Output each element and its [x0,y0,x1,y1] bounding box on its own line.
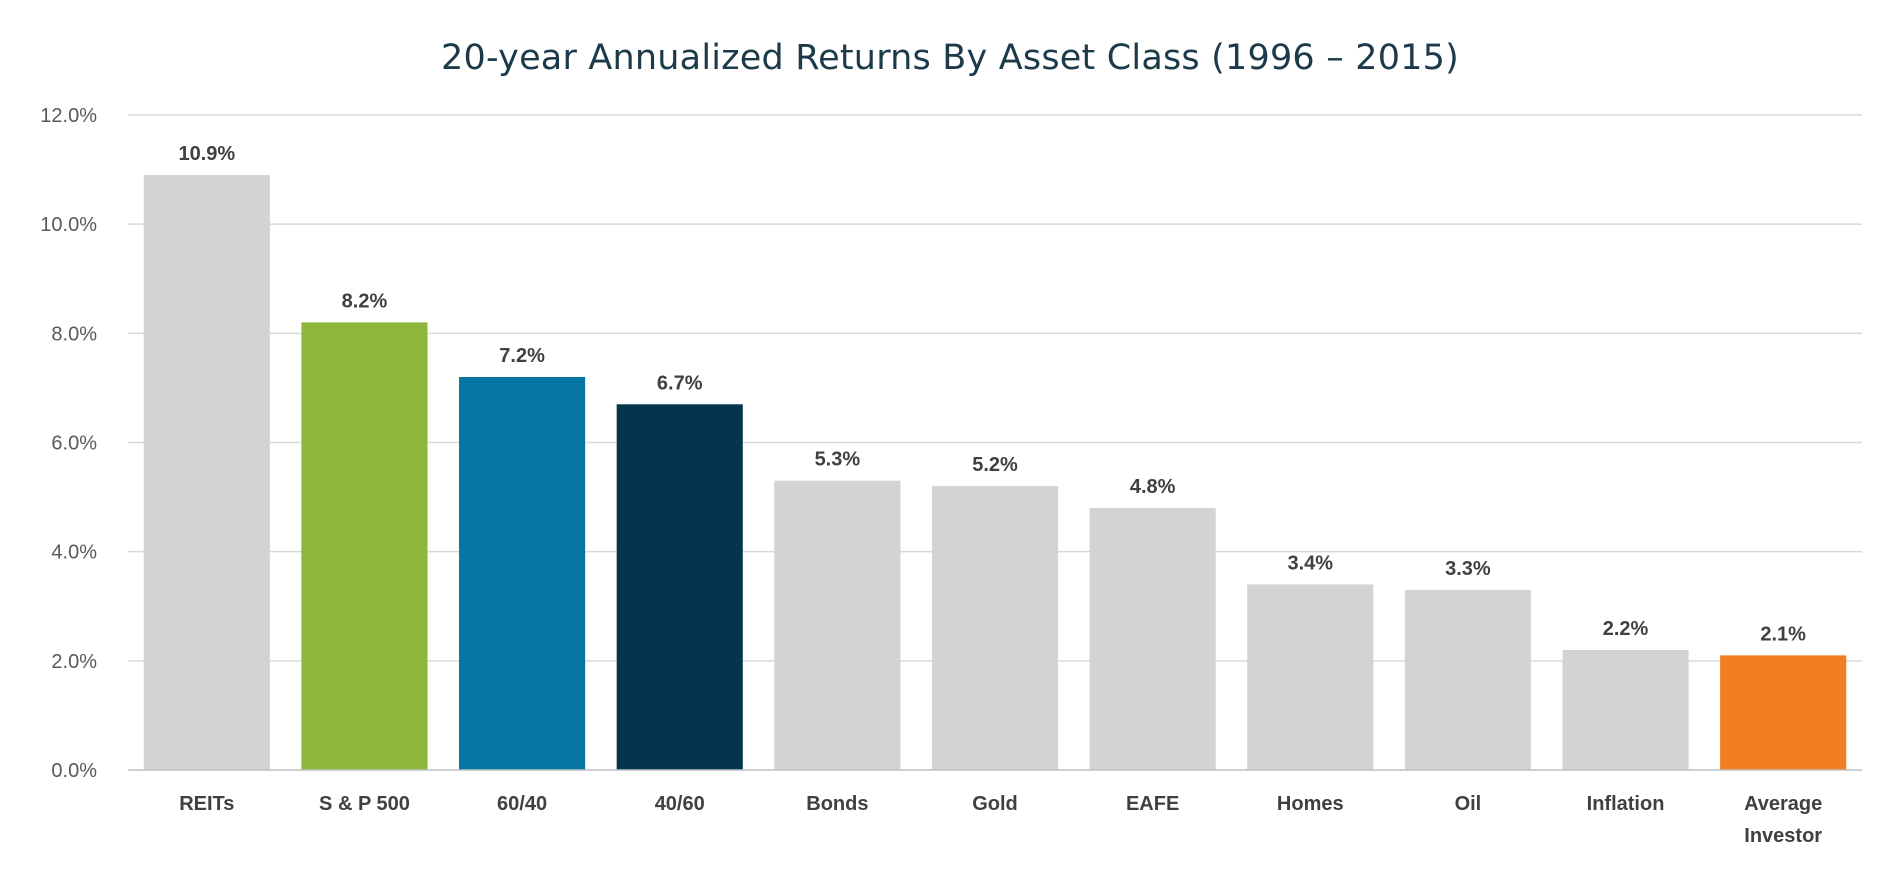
bar [301,322,428,770]
value-label: 3.3% [1445,558,1491,580]
bar [931,486,1059,770]
x-tick-label: Oil [1455,793,1482,815]
bars [143,175,1847,770]
x-tick-label: 40/60 [655,793,705,815]
value-labels: 10.9% 8.2% 7.2% 6.7% 5.3% 5.2% 4.8% 3.4% 3.3% 2.2… [178,143,1806,645]
value-label: 10.9% [178,143,235,165]
y-tick-label: 6.0% [51,433,97,455]
bar [616,404,743,770]
value-label: 2.2% [1603,618,1649,640]
y-tick-label: 8.0% [51,323,97,345]
y-axis-ticks: 0.0% 2.0% 4.0% 6.0% 8.0% 10.0% 12.0% [40,105,97,782]
x-axis-labels: REITs S & P 500 60/40 40/60 Bonds Gold EAFE Hom… [179,793,1822,847]
x-tick-label: 60/40 [497,793,547,815]
y-tick-label: 4.0% [51,542,97,564]
bar [143,175,270,770]
y-tick-label: 10.0% [40,214,97,236]
value-label: 4.8% [1130,476,1176,498]
bar [1404,589,1531,770]
y-tick-label: 0.0% [51,760,97,782]
bar [1089,508,1216,770]
value-label: 5.3% [815,449,861,471]
x-tick-label: EAFE [1126,793,1179,815]
x-tick-label: Investor [1744,825,1822,847]
x-tick-label: Bonds [806,793,868,815]
chart-title: 20-year Annualized Returns By Asset Clas… [441,38,1459,78]
value-label: 8.2% [342,290,388,312]
bar [774,480,901,770]
x-tick-label: REITs [179,793,234,815]
value-label: 6.7% [657,372,703,394]
value-label: 2.1% [1760,623,1806,645]
value-label: 7.2% [499,345,545,367]
bar [459,377,586,770]
value-label: 5.2% [972,454,1018,476]
x-tick-label: Inflation [1587,793,1665,815]
y-tick-label: 12.0% [40,105,97,127]
bar [1720,655,1847,770]
x-tick-label: S & P 500 [319,793,410,815]
value-label: 3.4% [1287,552,1333,574]
x-tick-label: Gold [972,793,1018,815]
bar [1247,584,1374,770]
x-tick-label: Homes [1277,793,1344,815]
y-tick-label: 2.0% [51,651,97,673]
x-tick-label: Average [1744,793,1822,815]
bar [1562,649,1689,770]
